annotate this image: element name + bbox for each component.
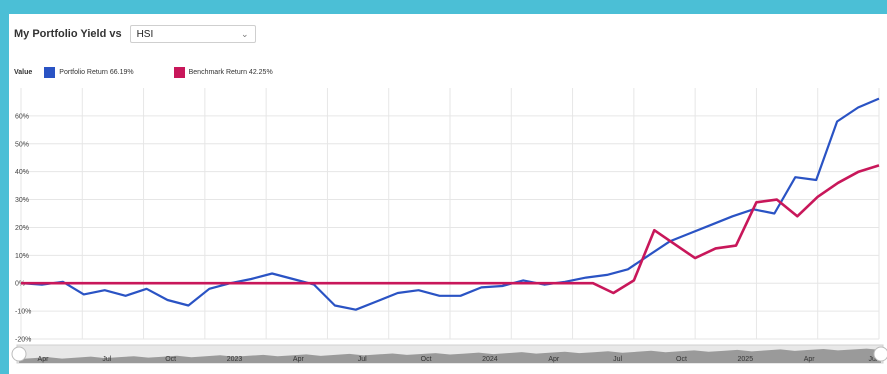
y-tick-label: 30% (15, 197, 29, 204)
chart-panel: My Portfolio Yield vs HSI ⌄ Value Portfo… (9, 14, 887, 374)
page-title: My Portfolio Yield vs (14, 28, 122, 40)
y-tick-label: 10% (15, 253, 29, 260)
y-tick-label: 20% (15, 225, 29, 232)
legend: Value Portfolio Return 66.19% Benchmark … (14, 65, 313, 79)
legend-label-portfolio: Portfolio Return 66.19% (59, 68, 134, 76)
title-row: My Portfolio Yield vs HSI ⌄ (14, 24, 256, 44)
legend-item-portfolio[interactable]: Portfolio Return 66.19% (44, 66, 134, 78)
y-tick-label: 0% (15, 281, 25, 288)
navigator-label: Jul (102, 356, 111, 363)
portfolio-return-line (20, 97, 880, 311)
benchmark-select-value: HSI (136, 28, 154, 40)
navigator-label: Apr (548, 356, 560, 363)
navigator-label: Oct (676, 356, 687, 363)
legend-value-label: Value (14, 68, 33, 76)
y-tick-label: -10% (15, 309, 31, 316)
navigator-label: Oct (165, 356, 176, 363)
navigator-label: 2025 (738, 356, 754, 363)
y-tick-label: 40% (15, 169, 29, 176)
navigator-label: Jul (358, 356, 367, 363)
legend-item-benchmark[interactable]: Benchmark Return 42.25% (173, 66, 273, 78)
y-tick-label: 60% (15, 113, 29, 120)
navigator-handle-right[interactable] (873, 346, 887, 362)
navigator-label: 2024 (482, 356, 498, 363)
y-tick-label: -20% (15, 337, 31, 344)
navigator-area (19, 348, 881, 363)
chevron-down-icon: ⌄ (241, 28, 249, 39)
navigator-label: Apr (293, 356, 305, 363)
navigator-label: Apr (38, 356, 50, 363)
navigator-label: Oct (421, 356, 432, 363)
navigator-label: 2023 (227, 356, 243, 363)
navigator-label: Jul (613, 356, 622, 363)
legend-swatch-portfolio (44, 66, 56, 78)
navigator-label: Apr (804, 356, 816, 363)
legend-swatch-benchmark (173, 66, 185, 78)
benchmark-return-line (21, 164, 880, 295)
y-tick-label: 50% (15, 141, 29, 148)
navigator-label: Jul (869, 356, 878, 363)
line-chart: 60% 50% 40% 30% 20% 10% 0% -10% -20% Apr Jul Oct 202… (11, 88, 887, 364)
legend-label-benchmark: Benchmark Return 42.25% (188, 68, 273, 76)
navigator-handle-left[interactable] (11, 346, 27, 362)
benchmark-select[interactable]: HSI ⌄ (129, 25, 256, 43)
